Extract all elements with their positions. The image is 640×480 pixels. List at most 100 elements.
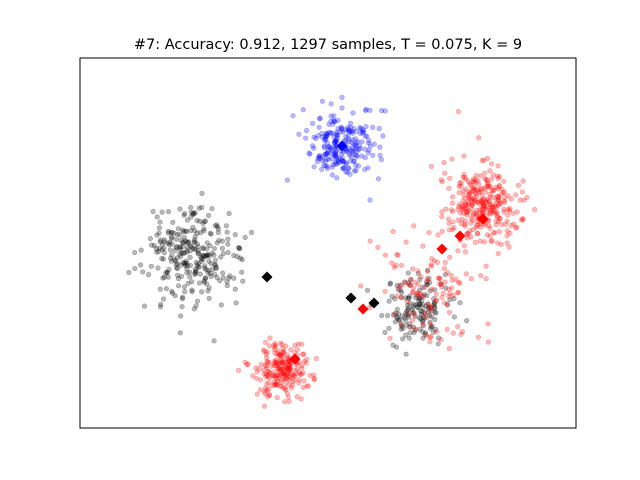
- scatter-point: [174, 266, 181, 272]
- scatter-point: [357, 130, 364, 136]
- scatter-point: [298, 396, 304, 402]
- scatter-point: [269, 363, 275, 369]
- scatter-point: [341, 165, 347, 171]
- scatter-point: [506, 244, 512, 250]
- scatter-point: [492, 230, 498, 236]
- scatter-point: [445, 216, 452, 222]
- scatter-point: [273, 357, 279, 363]
- scatter-point: [392, 296, 398, 302]
- scatter-point: [493, 204, 500, 210]
- scatter-point: [444, 302, 451, 308]
- scatter-point: [177, 206, 183, 212]
- scatter-point: [458, 183, 464, 189]
- scatter-point: [290, 379, 296, 385]
- scatter-point: [474, 222, 480, 228]
- scatter-point: [352, 152, 358, 158]
- scatter-point: [425, 310, 431, 316]
- scatter-point: [468, 215, 474, 221]
- scatter-point: [472, 189, 478, 196]
- scatter-point: [266, 343, 273, 349]
- scatter-point: [321, 143, 328, 149]
- scatter-point: [193, 259, 199, 266]
- scatter-point: [353, 136, 359, 142]
- scatter-point: [341, 158, 347, 164]
- scatter-point: [377, 144, 383, 150]
- scatter-point: [338, 125, 344, 131]
- scatter-point: [306, 150, 312, 156]
- scatter-point: [264, 365, 270, 371]
- scatter-point: [180, 244, 186, 250]
- scatter-point: [455, 217, 461, 223]
- scatter-point: [490, 188, 496, 194]
- scatter-point: [184, 270, 190, 276]
- scatter-point: [340, 165, 347, 171]
- scatter-point: [214, 240, 220, 246]
- scatter-point: [330, 162, 336, 168]
- scatter-point: [205, 252, 211, 258]
- scatter-point: [471, 185, 477, 191]
- scatter-point: [292, 377, 298, 383]
- scatter-point: [148, 263, 154, 269]
- scatter-point: [413, 326, 420, 333]
- scatter-point: [138, 247, 144, 253]
- scatter-point: [304, 127, 310, 134]
- scatter-point: [202, 218, 209, 224]
- scatter-point: [316, 153, 323, 159]
- scatter-point: [412, 327, 418, 333]
- scatter-point: [401, 315, 408, 321]
- scatter-point: [297, 371, 303, 378]
- scatter-point: [237, 255, 243, 261]
- scatter-point: [428, 163, 435, 169]
- scatter-point: [351, 158, 357, 164]
- scatter-point: [424, 276, 430, 282]
- scatter-point: [262, 390, 268, 397]
- scatter-point: [280, 370, 286, 377]
- scatter-point: [172, 258, 178, 264]
- scatter-point: [481, 157, 487, 164]
- scatter-point: [239, 257, 245, 263]
- scatter-point: [520, 215, 526, 222]
- scatter-point: [520, 217, 526, 223]
- scatter-point: [358, 125, 364, 132]
- scatter-point: [266, 386, 272, 392]
- scatter-point: [485, 183, 491, 189]
- scatter-point: [341, 149, 347, 155]
- scatter-point: [331, 113, 337, 119]
- scatter-point: [254, 369, 260, 375]
- scatter-point: [196, 205, 202, 211]
- scatter-point: [242, 359, 248, 365]
- scatter-point: [197, 271, 203, 277]
- scatter-point: [192, 266, 198, 272]
- scatter-point: [286, 358, 293, 365]
- scatter-point: [409, 317, 416, 324]
- centroid-marker: [261, 271, 273, 283]
- scatter-point: [213, 264, 220, 271]
- scatter-point: [483, 176, 489, 182]
- scatter-point: [298, 371, 304, 377]
- scatter-point: [231, 275, 237, 281]
- scatter-point: [182, 210, 188, 217]
- scatter-point: [161, 250, 167, 256]
- scatter-point: [366, 147, 372, 153]
- scatter-point: [301, 351, 307, 357]
- scatter-point: [345, 165, 351, 171]
- scatter-point: [198, 254, 204, 260]
- scatter-point: [201, 226, 207, 232]
- scatter-point: [296, 380, 302, 386]
- scatter-point: [482, 170, 488, 176]
- scatter-point: [429, 324, 435, 330]
- scatter-point: [273, 380, 279, 387]
- scatter-point: [360, 126, 366, 133]
- scatter-point: [408, 282, 414, 289]
- scatter-point: [284, 390, 291, 397]
- scatter-point: [207, 270, 213, 277]
- scatter-point: [419, 309, 425, 315]
- scatter-point: [357, 146, 364, 152]
- scatter-point: [157, 286, 163, 292]
- scatter-point: [201, 279, 207, 285]
- scatter-point: [171, 256, 177, 263]
- scatter-point: [473, 172, 479, 179]
- scatter-point: [282, 384, 288, 391]
- scatter-point: [397, 317, 403, 323]
- scatter-point: [187, 269, 193, 275]
